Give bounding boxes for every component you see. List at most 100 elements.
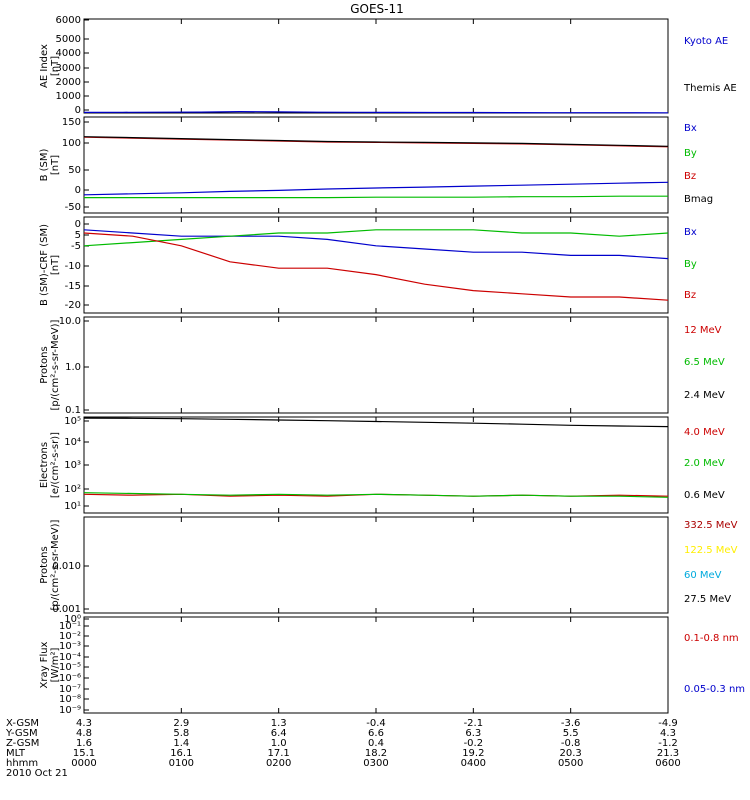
- legend-label: By: [684, 259, 697, 270]
- legend-label: 4.0 MeV: [684, 427, 725, 438]
- series-line-by: [83, 229, 669, 247]
- y-tick-label: 10⁻¹: [59, 621, 81, 632]
- y-tick-label: 5: [75, 230, 81, 241]
- y-axis-label: [nT]: [50, 155, 61, 175]
- ephem-value-y: 5.5: [563, 728, 579, 739]
- ephem-value-z: 1.6: [76, 738, 92, 749]
- y-axis-label: B (SM): [39, 148, 50, 181]
- y-tick-label: -10: [65, 261, 81, 272]
- y-tick-label: 10⁵: [64, 416, 81, 427]
- y-tick-label: 0: [75, 105, 81, 116]
- series-line-bmag: [83, 136, 669, 147]
- legend-label: Bmag: [684, 194, 713, 205]
- panel-frame: [83, 18, 669, 114]
- y-tick-label: -15: [65, 281, 81, 292]
- panel-5: 10¹ 10² 10³ 10⁴ 10⁵ Electrons [e/(cm²-s-sr)] 4.…: [39, 416, 725, 514]
- ephem-value-mlt: 15.1: [73, 748, 95, 759]
- y-tick-label: 0: [75, 219, 81, 230]
- ephem-row-label: X-GSM: [6, 718, 39, 729]
- y-tick-label: -50: [65, 202, 81, 213]
- y-tick-label: 1000: [56, 91, 81, 102]
- ephem-value-y: 4.8: [76, 728, 92, 739]
- panel-2: -50 0 50 100 150 B (SM) [nT] Bx By Bz Bmag: [39, 116, 713, 214]
- ephem-value-z: 1.0: [271, 738, 287, 749]
- panel-frame: [83, 616, 669, 714]
- legend-label: 27.5 MeV: [684, 594, 731, 605]
- y-tick-label: 10³: [64, 460, 81, 471]
- ephem-row-label: 2010 Oct 21: [6, 768, 68, 779]
- series-line-kyoto-ae: [83, 110, 669, 114]
- y-tick-label: 10¹: [64, 501, 81, 512]
- ephem-value-hhmm: 0000: [71, 758, 96, 769]
- ephem-row-label: Z-GSM: [6, 738, 39, 749]
- ephem-value-x: 2.9: [173, 718, 189, 729]
- y-tick-label: 0.010: [52, 561, 81, 572]
- y-axis-label: [nT]: [50, 255, 61, 275]
- ephem-value-x: 4.3: [76, 718, 92, 729]
- ephem-value-mlt: 20.3: [560, 748, 582, 759]
- ephem-value-z: 0.4: [368, 738, 384, 749]
- y-axis-label: [W/m²]: [50, 647, 61, 682]
- panel-frame: [83, 516, 669, 614]
- legend-label: 60 MeV: [684, 570, 722, 581]
- y-axis-label: [p/(cm²-s-sr-MeV)]: [50, 519, 61, 610]
- figure-title: GOES-11: [350, 2, 404, 16]
- ephem-value-z: -0.2: [464, 738, 484, 749]
- y-tick-label: 10⁻⁸: [59, 694, 81, 705]
- ephem-value-hhmm: 0600: [655, 758, 680, 769]
- panel-frame: [83, 416, 669, 514]
- series-line-bx: [83, 181, 669, 196]
- ephem-value-hhmm: 0100: [169, 758, 194, 769]
- y-tick-label: 10⁻⁹: [59, 705, 81, 716]
- y-axis-label: Electrons: [39, 442, 50, 488]
- y-tick-label: 0.1: [65, 405, 81, 416]
- y-tick-label: 10⁰: [64, 614, 81, 625]
- y-tick-label: -5: [71, 241, 81, 252]
- series-line-bx: [83, 229, 669, 260]
- ephem-value-mlt: 18.2: [365, 748, 387, 759]
- ephem-row-label: hhmm: [6, 758, 38, 769]
- legend-label: Kyoto AE: [684, 36, 728, 47]
- panel-4: 0.1 1.0 10.0 Protons [p/(cm²-s-sr-MeV)] 12 Me…: [39, 316, 725, 416]
- legend-label: Bz: [684, 171, 696, 182]
- legend-label: 0.6 MeV: [684, 490, 725, 501]
- y-axis-label: AE Index: [39, 44, 50, 88]
- y-axis-label: Protons: [39, 346, 50, 383]
- ephem-row-label: Y-GSM: [5, 728, 38, 739]
- panel-frame: [83, 116, 669, 214]
- y-tick-label: 10²: [64, 484, 81, 495]
- y-tick-label: 10.0: [59, 316, 81, 327]
- y-tick-label: 10⁻³: [59, 641, 81, 652]
- ephem-value-y: 6.4: [271, 728, 287, 739]
- y-tick-label: 0: [75, 185, 81, 196]
- legend-label: 6.5 MeV: [684, 357, 725, 368]
- y-tick-label: 1.0: [65, 362, 81, 373]
- ephem-value-z: -0.8: [561, 738, 581, 749]
- panel-3: -20 -15 -10 -5 05 B (SM)-CRF (SM) [nT] Bx By Bz: [39, 216, 697, 314]
- y-tick-label: 4000: [56, 48, 81, 59]
- ephem-value-z: 1.4: [173, 738, 189, 749]
- ephem-value-z: -1.2: [658, 738, 678, 749]
- series-line-0-6-mev: [83, 417, 669, 428]
- ephem-value-y: 6.6: [368, 728, 384, 739]
- y-axis-label: [p/(cm²-s-sr-MeV)]: [50, 319, 61, 410]
- ephem-value-mlt: 17.1: [268, 748, 290, 759]
- panel-1: 0 1000 2000 3000 4000 5000 6000 AE Index [nT] Kyo…: [39, 15, 737, 116]
- ephem-value-mlt: 16.1: [170, 748, 192, 759]
- y-tick-label: 10⁻²: [59, 631, 81, 642]
- y-tick-label: 10⁴: [64, 437, 81, 448]
- ephem-value-y: 5.8: [173, 728, 189, 739]
- ephem-value-x: -0.4: [366, 718, 386, 729]
- ephem-value-x: -2.1: [464, 718, 484, 729]
- y-tick-label: 10⁻⁴: [59, 652, 81, 663]
- y-tick-label: 50: [68, 165, 81, 176]
- y-tick-label: 3000: [56, 63, 81, 74]
- y-axis-label: Xray Flux: [39, 641, 50, 688]
- series-line-bz: [83, 232, 669, 301]
- y-axis-label: B (SM)-CRF (SM): [39, 224, 50, 306]
